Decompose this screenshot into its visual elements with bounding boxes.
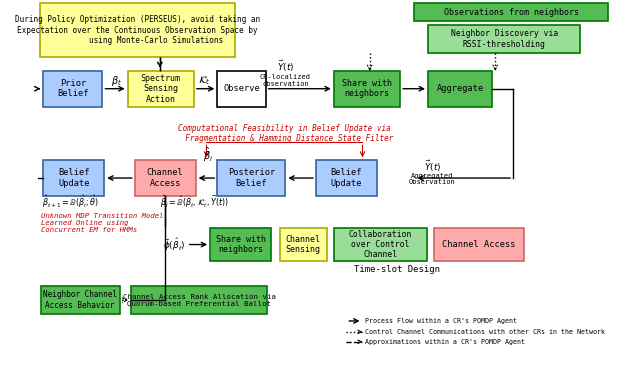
- Text: CR-localized: CR-localized: [260, 74, 311, 80]
- FancyBboxPatch shape: [40, 286, 120, 314]
- Text: During Policy Optimization (PERSEUS), avoid taking an
Expectation over the Conti: During Policy Optimization (PERSEUS), av…: [15, 15, 260, 45]
- Text: Observe: Observe: [223, 84, 260, 93]
- Text: Belief
Update: Belief Update: [58, 168, 90, 188]
- Text: Share with
neighbors: Share with neighbors: [342, 79, 392, 98]
- Text: Channel Access Rank Allocation via
Quorum-based Preferential Ballot: Channel Access Rank Allocation via Quoru…: [123, 294, 276, 306]
- Text: Time-slot Design: Time-slot Design: [353, 265, 440, 274]
- Text: Unknown MDP Transition Model
Learned Online using
Concurrent EM for HMMs: Unknown MDP Transition Model Learned Onl…: [40, 213, 163, 233]
- FancyBboxPatch shape: [334, 228, 427, 261]
- Text: $\beta_t$: $\beta_t$: [111, 74, 122, 88]
- FancyBboxPatch shape: [131, 286, 268, 314]
- Text: Channel Access: Channel Access: [442, 240, 516, 249]
- Text: Observation: Observation: [409, 179, 456, 185]
- Text: $\vec{Y}(t)$: $\vec{Y}(t)$: [424, 159, 441, 174]
- FancyBboxPatch shape: [316, 160, 377, 196]
- FancyBboxPatch shape: [44, 160, 104, 196]
- FancyBboxPatch shape: [135, 160, 196, 196]
- FancyBboxPatch shape: [127, 71, 194, 106]
- Text: observation: observation: [262, 81, 308, 87]
- Text: Observations from neighbors: Observations from neighbors: [444, 8, 579, 17]
- Text: Neighbor Channel
Access Behavior: Neighbor Channel Access Behavior: [43, 290, 117, 310]
- Text: $\mathcal{K}_t$: $\mathcal{K}_t$: [198, 75, 211, 87]
- FancyBboxPatch shape: [434, 228, 524, 261]
- Text: Posterior
Belief: Posterior Belief: [228, 168, 275, 188]
- FancyBboxPatch shape: [44, 71, 102, 106]
- FancyBboxPatch shape: [280, 228, 326, 261]
- Text: Computational Feasibility in Belief Update via
  Fragmentation & Hamming Distanc: Computational Feasibility in Belief Upda…: [176, 124, 393, 143]
- Text: Control Channel Communications with other CRs in the Network: Control Channel Communications with othe…: [365, 329, 605, 335]
- Text: Spectrum
Sensing
Action: Spectrum Sensing Action: [141, 74, 180, 103]
- FancyBboxPatch shape: [217, 71, 266, 106]
- FancyBboxPatch shape: [428, 25, 580, 53]
- Text: Aggregate: Aggregate: [436, 84, 484, 93]
- Text: Channel
Access: Channel Access: [147, 168, 184, 188]
- FancyBboxPatch shape: [334, 71, 400, 106]
- Text: Share with
neighbors: Share with neighbors: [216, 235, 266, 254]
- Text: Collaboration
over Control
Channel: Collaboration over Control Channel: [349, 230, 412, 259]
- Text: Neighbor Discovery via
RSSI-thresholding: Neighbor Discovery via RSSI-thresholding: [451, 29, 558, 49]
- Text: $\hat{\beta}_i$: $\hat{\beta}_i$: [203, 146, 213, 164]
- Text: $\vec{\phi}(\hat{\beta}_t)$: $\vec{\phi}(\hat{\beta}_t)$: [163, 236, 186, 253]
- FancyBboxPatch shape: [415, 3, 608, 21]
- Text: Aggregated: Aggregated: [411, 173, 454, 179]
- Text: $\hat{\beta}_{t+1}=\mathbb{B}(\hat{\beta}_i;\hat{\theta})$: $\hat{\beta}_{t+1}=\mathbb{B}(\hat{\beta…: [42, 194, 99, 210]
- FancyBboxPatch shape: [210, 228, 271, 261]
- FancyBboxPatch shape: [217, 160, 285, 196]
- Text: Channel
Sensing: Channel Sensing: [286, 235, 321, 254]
- FancyBboxPatch shape: [428, 71, 493, 106]
- Text: Process Flow within a CR's POMDP Agent: Process Flow within a CR's POMDP Agent: [365, 318, 517, 324]
- Text: Prior
Belief: Prior Belief: [57, 79, 89, 98]
- Text: $\vec{Y}(t)$: $\vec{Y}(t)$: [276, 59, 294, 75]
- Text: $\hat{\beta}_i = \hat{\mathbb{B}}(\beta_t, \mathcal{K}_t, \vec{Y}(t))$: $\hat{\beta}_i = \hat{\mathbb{B}}(\beta_…: [161, 194, 229, 210]
- Text: Belief
Update: Belief Update: [331, 168, 362, 188]
- Text: Approximations within a CR's POMDP Agent: Approximations within a CR's POMDP Agent: [365, 339, 525, 345]
- FancyBboxPatch shape: [40, 3, 235, 57]
